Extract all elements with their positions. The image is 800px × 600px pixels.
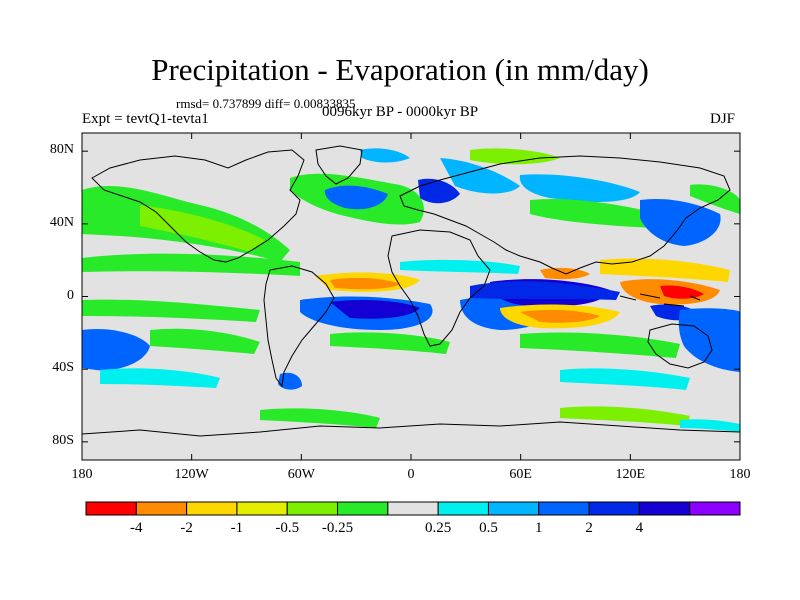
colorbar-swatch [135, 501, 188, 516]
field-s-indian-green [520, 332, 680, 358]
lat-tick-label: 0 [67, 287, 74, 303]
field-n-atlantic-blue [324, 185, 388, 210]
lon-tick-label: 60W [287, 467, 315, 482]
field-s-pacific-cyan [100, 368, 220, 388]
period-label: 0096kyr BP - 0000kyr BP [322, 104, 479, 120]
lat-tick-label: 40S [52, 360, 74, 376]
field-nw-pacific-blue [640, 198, 721, 246]
field-europe-blue [418, 178, 460, 204]
coastline-antarctica [82, 421, 740, 437]
field-europe-lightblue [440, 158, 520, 194]
field-w-pacific-yellow [600, 258, 730, 282]
colorbar-label: -2 [180, 520, 193, 536]
field-high-lat-green [470, 148, 560, 165]
field-asia-green [530, 198, 660, 228]
colorbar-label: -0.25 [321, 520, 354, 536]
field-siberia-blue [519, 174, 640, 202]
colorbar-swatch [437, 501, 489, 516]
colorbar-label: 0.25 [425, 520, 452, 536]
lat-tick-label: 80S [52, 432, 74, 448]
colorbar-label: 2 [585, 520, 593, 536]
colorbar-label: -0.5 [275, 520, 300, 536]
colorbar-swatch [588, 501, 640, 516]
colorbar-swatch [236, 501, 288, 516]
field-samerica-deepblue [330, 300, 420, 319]
field-s-pacific-green [150, 328, 260, 354]
field-patagonia-blue [278, 372, 302, 390]
lat-tick-label: 80N [49, 142, 74, 158]
field-s-indian-orange [520, 309, 600, 323]
colorbar-label: -4 [130, 520, 143, 536]
colorbar-swatch [85, 501, 137, 516]
lon-tick-label: 120E [615, 467, 646, 482]
colorbar-label: -1 [230, 520, 244, 536]
field-e-pacific-green [82, 253, 300, 276]
lat-tick-label: 40N [49, 214, 74, 230]
field-s-atlantic-green [330, 332, 450, 354]
coastline-group [82, 145, 740, 437]
coastline-africa [387, 229, 491, 347]
field-atlantic-itcz-orange [330, 277, 400, 290]
coastline-maritime-islands [619, 293, 701, 307]
rmsd-diff-text: rmsd= 0.737899 diff= 0.00833835 [176, 96, 356, 111]
field-s-ocean-cyan [560, 368, 690, 390]
field-antarctic-green-east [560, 406, 690, 426]
colorbar-label: 4 [635, 520, 644, 536]
field-arctic-blue [360, 148, 410, 163]
colorbar [85, 501, 741, 516]
plot-title: Precipitation - Evaporation (in mm/day) [151, 52, 649, 87]
season-label: DJF [710, 111, 736, 127]
colorbar-swatch [337, 501, 389, 516]
field-indian-ocean-blue [470, 281, 620, 300]
experiment-label: Expt = tevtQ1-tevta1 [82, 111, 209, 127]
colorbar-swatch [538, 501, 590, 516]
lon-tick-label: 0 [407, 467, 415, 482]
field-antarctic-green [260, 408, 380, 428]
colorbar-swatch [487, 501, 540, 516]
coastline-south-america [263, 265, 335, 388]
field-anomaly-patches [82, 148, 740, 432]
lon-tick-label: 180 [71, 467, 93, 482]
field-maritime-continent-red [660, 285, 704, 299]
colorbar-swatch [286, 501, 339, 516]
axis-ticks [81, 133, 741, 460]
colorbar-label: 0.5 [479, 520, 498, 536]
field-w-pacific-green-south [82, 299, 260, 322]
lon-tick-label: 120W [174, 467, 209, 482]
map-background [82, 133, 740, 460]
field-s-pacific-blue [82, 328, 150, 371]
colorbar-swatch [387, 501, 439, 516]
colorbar-swatch [186, 501, 238, 516]
lon-tick-label: 60E [509, 467, 532, 482]
colorbar-label: 1 [535, 520, 543, 536]
lon-tick-label: 180 [729, 467, 751, 482]
coastline-australia [647, 323, 713, 369]
coastline-eurasia [399, 155, 731, 275]
coastline-greenland [315, 145, 363, 185]
field-antarctic-cyan [680, 419, 740, 432]
colorbar-swatch [689, 501, 741, 516]
coastline-north-america [91, 149, 305, 263]
field-ne-pacific-green [140, 205, 265, 252]
colorbar-swatch [638, 501, 691, 516]
